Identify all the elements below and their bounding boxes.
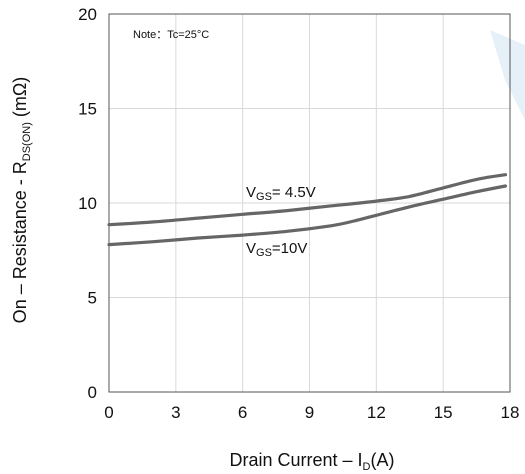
x-tick-label-6: 18 xyxy=(501,403,520,422)
plot-frame xyxy=(108,13,511,393)
y-tick-label-0: 0 xyxy=(88,383,97,402)
x-tick-label-0: 0 xyxy=(104,403,113,422)
series-line-1 xyxy=(107,184,508,247)
x-tick-label-5: 15 xyxy=(434,403,453,422)
x-tick-labels: 0 3 6 9 12 15 18 xyxy=(104,403,519,422)
y-tick-label-4: 20 xyxy=(78,5,97,24)
series-line-0 xyxy=(107,173,508,227)
x-tick-label-2: 6 xyxy=(238,403,247,422)
x-axis-title: Drain Current – ID(A) xyxy=(229,450,394,473)
y-tick-labels: 0 5 10 15 20 xyxy=(78,5,97,402)
series-label-vgs-10v: VGS=10V xyxy=(246,240,307,259)
x-tick-label-3: 9 xyxy=(305,403,314,422)
series-label-vgs-4.5v: VGS= 4.5V xyxy=(246,184,316,203)
y-tick-label-2: 10 xyxy=(78,194,97,213)
series-lines xyxy=(107,173,508,247)
watermark-chevron xyxy=(490,30,525,120)
grid xyxy=(108,13,511,393)
note-text: Note：Tc=25°C xyxy=(133,29,209,41)
y-tick-label-1: 5 xyxy=(88,289,97,308)
y-tick-label-3: 15 xyxy=(78,100,97,119)
x-tick-label-4: 12 xyxy=(367,403,386,422)
y-axis-title: On – Resistance - RDS(ON) (mΩ) xyxy=(10,77,33,324)
x-tick-label-1: 3 xyxy=(171,403,180,422)
